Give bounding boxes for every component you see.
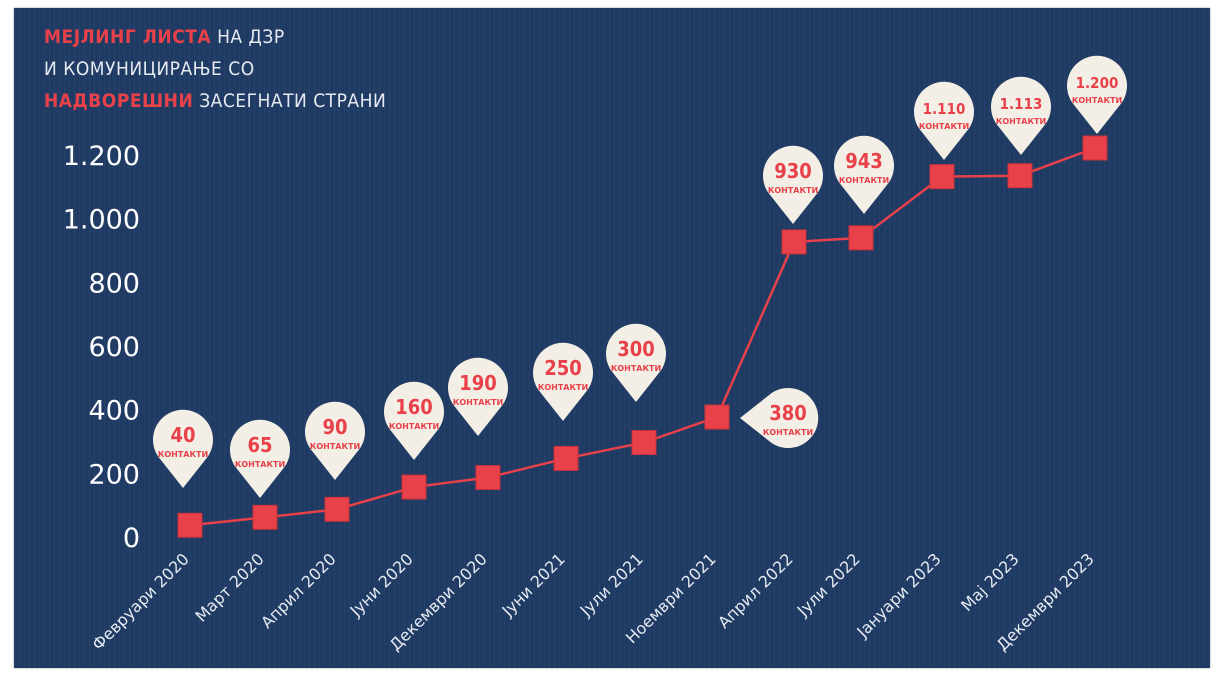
data-label-unit: КОНТАКТИ [763, 428, 813, 437]
header-highlight-3: НАДВОРЕШНИ [44, 90, 194, 112]
x-tick-label: Февруари 2020 [88, 549, 193, 654]
x-tick-label: Јули 2021 [576, 549, 647, 620]
data-label-unit: КОНТАКТИ [389, 422, 439, 431]
y-tick-label: 600 [88, 332, 140, 363]
data-label-unit: КОНТАКТИ [996, 117, 1046, 126]
data-point [1082, 135, 1108, 161]
header-line-1: МЕЈЛИНГ ЛИСТА НА ДЗР [44, 26, 285, 48]
data-label-bubble: 40 КОНТАКТИ [153, 409, 214, 488]
data-label-value: 943 [845, 149, 883, 173]
data-label-value: 380 [769, 401, 807, 425]
header-highlight-1: МЕЈЛИНГ ЛИСТА [44, 26, 212, 48]
data-label-value: 190 [459, 371, 497, 395]
data-point [848, 225, 874, 251]
data-label-bubble: 930 КОНТАКТИ [763, 145, 823, 224]
y-tick-label: 1.200 [63, 141, 140, 172]
bubble-shape [1067, 55, 1128, 134]
header-text-3: ЗАСЕГНАТИ СТРАНИ [199, 90, 387, 112]
y-tick-label: 1.000 [63, 205, 140, 236]
x-tick-label: Јуни 2020 [346, 549, 417, 620]
data-label-unit: КОНТАКТИ [611, 364, 661, 373]
data-label-value: 1.200 [1076, 74, 1119, 92]
data-label-unit: КОНТАКТИ [538, 383, 588, 392]
data-label-bubble: 1.113 КОНТАКТИ [991, 76, 1052, 155]
header-line-2: И КОМУНИЦИРАЊЕ СО [44, 58, 255, 80]
bubble-shape [448, 357, 508, 436]
y-tick-label: 800 [88, 268, 140, 299]
bubble-shape [230, 419, 290, 498]
x-tick-label: Април 2020 [257, 549, 340, 632]
data-label-bubble: 1.110 КОНТАКТИ [914, 81, 975, 160]
data-label-value: 90 [322, 415, 347, 439]
x-tick-label: Јули 2022 [793, 549, 864, 620]
data-point [631, 430, 657, 455]
x-tick-label: Јуни 2021 [498, 549, 569, 620]
bubble-shape [305, 401, 365, 480]
data-label-unit: КОНТАКТИ [839, 176, 889, 185]
header-text-1: НА ДЗР [217, 26, 285, 48]
data-label-value: 160 [395, 395, 433, 419]
data-label-bubble: 380 КОНТАКТИ [740, 388, 819, 449]
bubble-shape [606, 323, 666, 402]
y-tick-label: 0 [123, 523, 140, 554]
data-point [324, 496, 350, 522]
data-label-unit: КОНТАКТИ [235, 460, 285, 469]
bubble-shape [834, 135, 895, 214]
data-label-unit: КОНТАКТИ [1072, 96, 1122, 105]
data-label-value: 1.113 [1000, 95, 1043, 113]
data-label-bubble: 250 КОНТАКТИ [533, 342, 593, 421]
data-label-value: 40 [170, 423, 195, 447]
data-label-bubble: 65 КОНТАКТИ [230, 419, 290, 498]
data-label-value: 65 [247, 433, 272, 457]
data-label-bubble: 943 КОНТАКТИ [834, 135, 895, 214]
x-tick-label: Април 2022 [714, 549, 797, 632]
data-point [781, 229, 807, 255]
y-tick-label: 400 [88, 396, 140, 427]
bubble-shape [914, 81, 975, 160]
data-label-bubble: 1.200 КОНТАКТИ [1067, 55, 1128, 134]
data-label-value: 250 [544, 356, 582, 380]
data-label-bubble: 190 КОНТАКТИ [448, 357, 508, 436]
bubble-shape [740, 388, 819, 449]
data-label-value: 930 [774, 159, 812, 183]
data-label-value: 300 [617, 337, 655, 361]
data-point [553, 445, 579, 471]
data-label-unit: КОНТАКТИ [919, 122, 969, 131]
bubble-shape [533, 342, 593, 421]
header-line-3: НАДВОРЕШНИ ЗАСЕГНАТИ СТРАНИ [44, 90, 386, 112]
data-label-unit: КОНТАКТИ [310, 442, 360, 451]
data-point [252, 504, 278, 530]
x-tick-label: Март 2020 [192, 549, 268, 625]
data-label-bubble: 160 КОНТАКТИ [384, 381, 445, 460]
bubble-shape [384, 381, 445, 460]
data-label-unit: КОНТАКТИ [158, 450, 208, 459]
bubble-shape [763, 145, 823, 224]
y-tick-label: 200 [88, 459, 140, 490]
data-point [177, 512, 203, 538]
x-tick-label: Мај 2023 [957, 549, 1023, 615]
x-tick-label: Јануари 2023 [852, 549, 944, 641]
data-label-bubble: 90 КОНТАКТИ [305, 401, 365, 480]
data-label-unit: КОНТАКТИ [768, 186, 818, 195]
bubble-shape [153, 409, 214, 488]
bubble-shape [991, 76, 1052, 155]
data-point [401, 474, 427, 500]
data-point [929, 164, 955, 190]
data-label-unit: КОНТАКТИ [453, 398, 503, 407]
data-point [475, 465, 501, 491]
data-label-bubble: 300 КОНТАКТИ [606, 323, 666, 402]
data-point [1007, 163, 1033, 189]
data-point [704, 404, 730, 430]
data-label-value: 1.110 [923, 100, 966, 118]
